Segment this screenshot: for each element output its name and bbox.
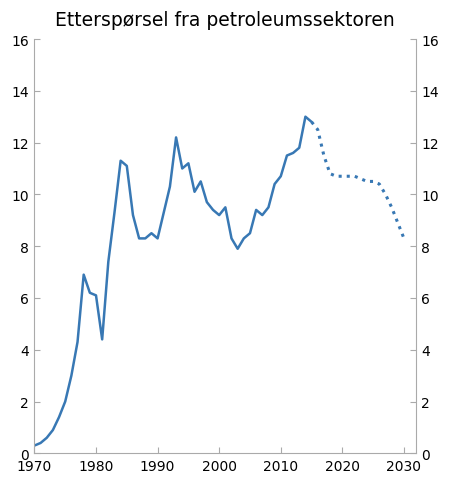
Title: Etterspørsel fra petroleumssektoren: Etterspørsel fra petroleumssektoren bbox=[55, 11, 395, 30]
